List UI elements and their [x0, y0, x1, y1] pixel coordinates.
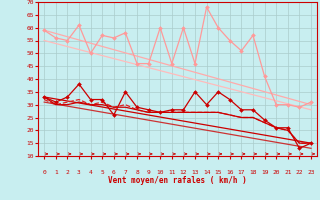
X-axis label: Vent moyen/en rafales ( km/h ): Vent moyen/en rafales ( km/h ) — [108, 176, 247, 185]
